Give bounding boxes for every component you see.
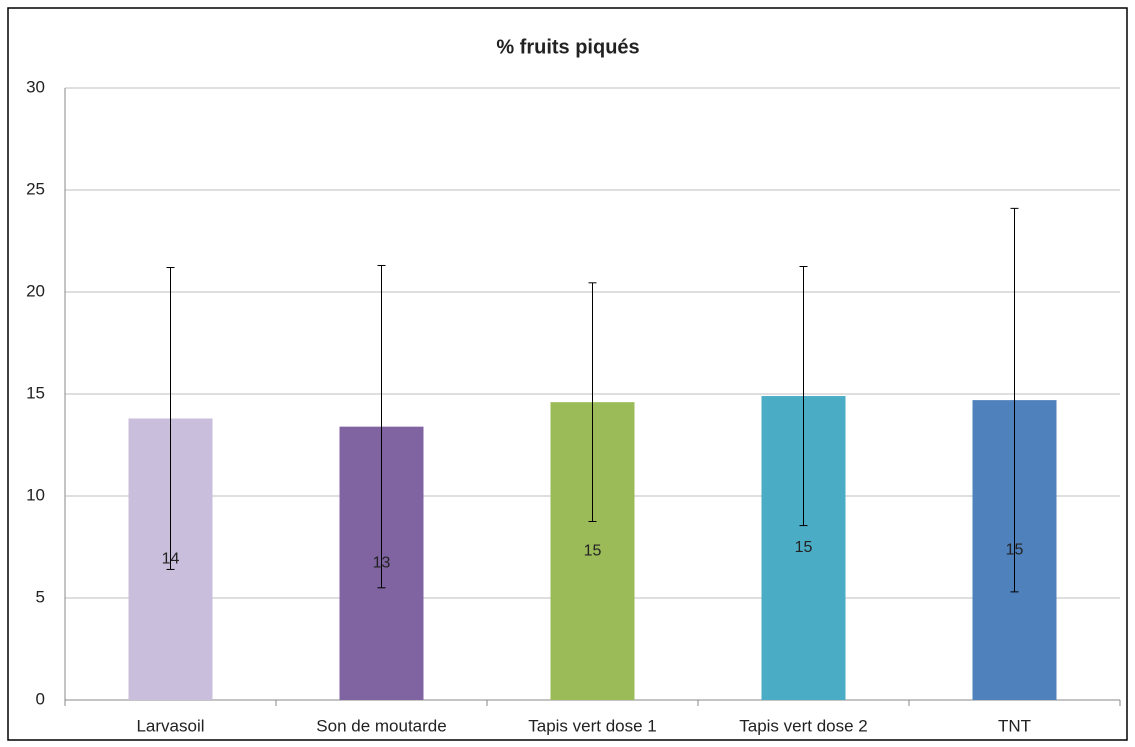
x-tick-label: Larvasoil xyxy=(136,716,204,735)
y-tick-label: 0 xyxy=(36,689,45,708)
y-tick-label: 15 xyxy=(26,383,45,402)
error-bar xyxy=(166,267,175,570)
data-label: 15 xyxy=(1006,541,1024,558)
y-tick-label: 10 xyxy=(26,485,45,504)
y-tick-label: 30 xyxy=(26,77,45,96)
data-label: 14 xyxy=(162,550,180,567)
y-tick-label: 20 xyxy=(26,281,45,300)
y-tick-label: 25 xyxy=(26,179,45,198)
data-label: 15 xyxy=(795,539,813,556)
x-tick-label: Son de moutarde xyxy=(316,716,446,735)
x-tick-label: Tapis vert dose 2 xyxy=(739,716,868,735)
x-tick-label: Tapis vert dose 1 xyxy=(528,716,657,735)
error-bar xyxy=(588,282,597,522)
error-bar xyxy=(799,266,808,527)
error-bar xyxy=(377,264,386,589)
x-tick-label: TNT xyxy=(998,716,1031,735)
y-tick-label: 5 xyxy=(36,587,45,606)
data-label: 15 xyxy=(584,542,602,559)
data-label: 13 xyxy=(373,555,391,572)
chart-title: % fruits piqués xyxy=(496,36,639,58)
error-bar xyxy=(1010,207,1019,593)
